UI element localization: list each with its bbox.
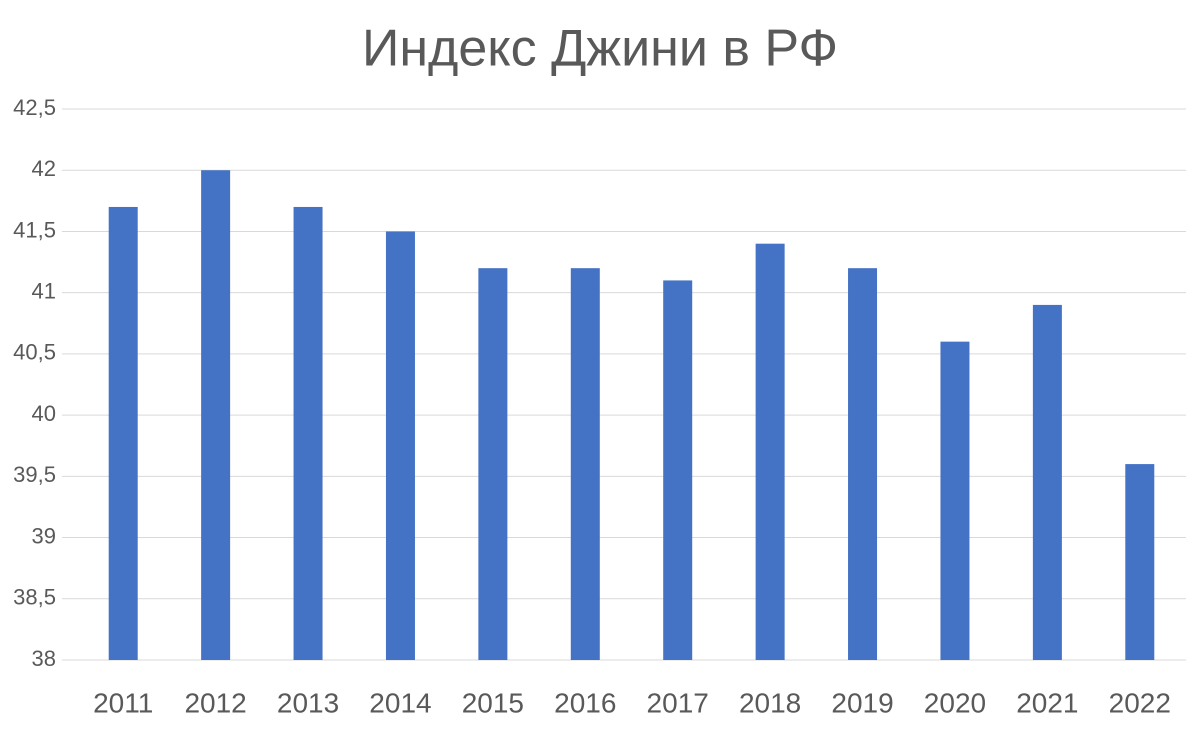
y-tick-label: 38,5 [13,585,56,610]
y-tick-label: 38 [32,646,56,671]
x-tick-label: 2019 [831,687,893,718]
bar [1032,304,1062,660]
y-tick-label: 39,5 [13,462,56,487]
x-tick-label: 2014 [369,687,431,718]
bar [478,268,508,660]
bar [848,268,878,660]
chart-title: Индекс Джини в РФ [362,20,838,78]
y-tick-label: 40,5 [13,340,56,365]
x-tick-label: 2021 [1016,687,1078,718]
y-tick-label: 39 [32,523,56,548]
y-tick-label: 40 [32,401,56,426]
x-tick-label: 2011 [93,687,153,718]
bar [385,231,415,660]
bar [1125,464,1155,660]
y-tick-label: 41,5 [13,217,56,242]
x-tick-label: 2013 [277,687,339,718]
x-tick-label: 2015 [462,687,524,718]
bar [293,206,323,660]
bar [108,206,138,660]
bar [201,170,231,660]
bar [940,341,970,660]
bar [663,280,693,660]
x-tick-label: 2018 [739,687,801,718]
bar [755,243,785,660]
x-tick-label: 2012 [184,687,246,718]
x-tick-label: 2016 [554,687,616,718]
bar [570,268,600,660]
x-tick-label: 2020 [924,687,986,718]
y-tick-label: 42 [32,156,56,181]
x-tick-label: 2017 [647,687,709,718]
y-tick-label: 42,5 [13,95,56,120]
y-tick-label: 41 [32,278,56,303]
x-tick-label: 2022 [1109,687,1171,718]
